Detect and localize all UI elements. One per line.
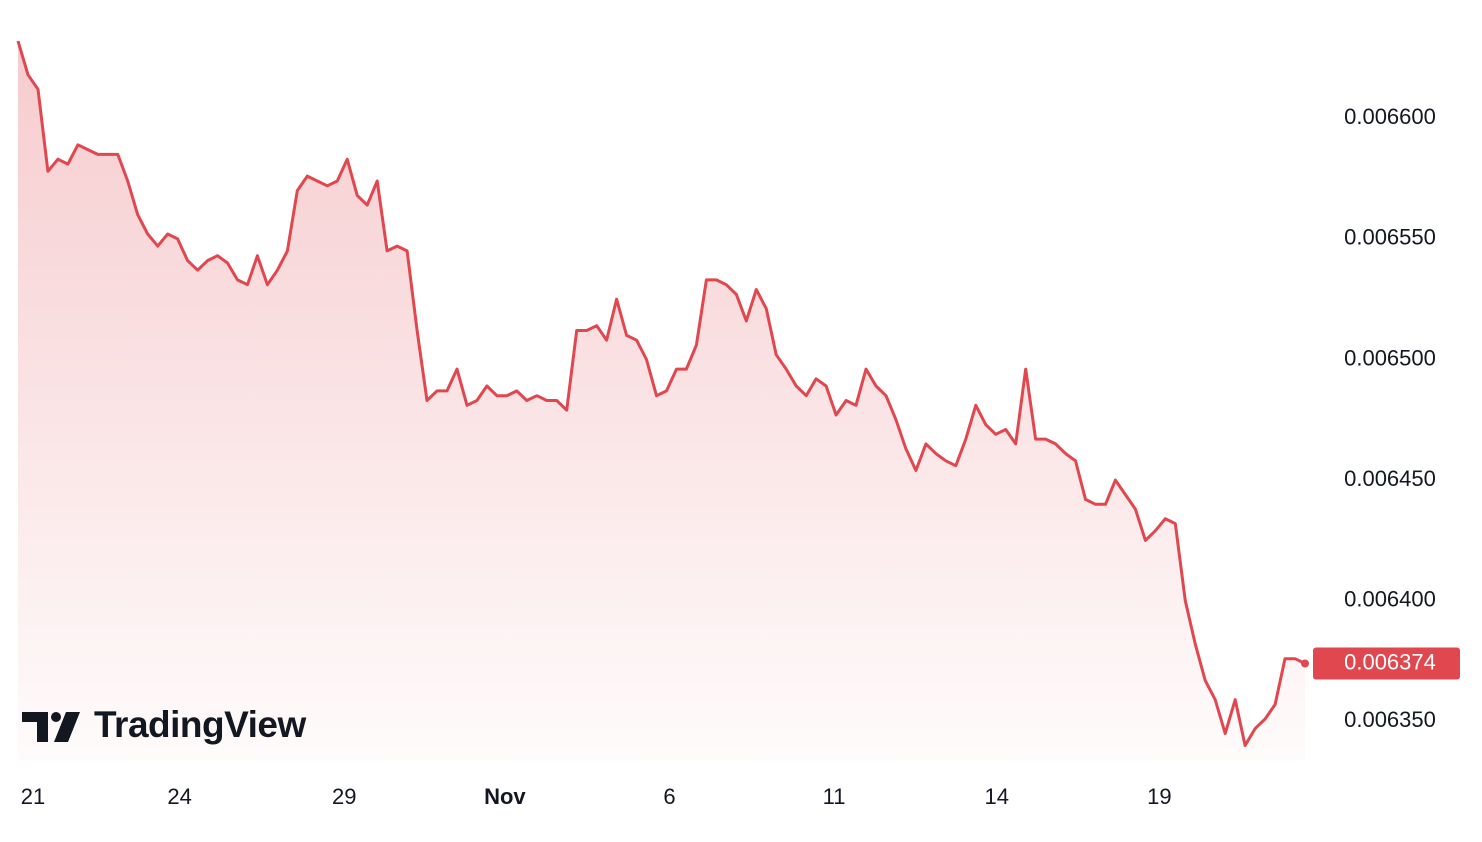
x-tick-label: 21 xyxy=(21,784,45,809)
x-tick-label: 29 xyxy=(332,784,356,809)
x-tick-label: 19 xyxy=(1147,784,1171,809)
x-tick-label: 14 xyxy=(984,784,1008,809)
logo-icon xyxy=(54,712,80,742)
logo-icon xyxy=(51,712,61,722)
y-tick-label: 0.006400 xyxy=(1344,587,1436,612)
area xyxy=(18,41,1305,760)
x-tick-label: 6 xyxy=(663,784,675,809)
plot-area xyxy=(16,40,1306,760)
x-tick-label: 11 xyxy=(823,784,846,809)
x-tick-label: 24 xyxy=(167,784,191,809)
y-tick-label: 0.006500 xyxy=(1344,345,1436,370)
price-tag-label: 0.006374 xyxy=(1344,649,1436,674)
x-tick-label: Nov xyxy=(484,784,526,809)
y-tick-label: 0.006450 xyxy=(1344,466,1436,491)
y-tick-label: 0.006600 xyxy=(1344,104,1436,129)
price-tag xyxy=(1313,647,1460,680)
line xyxy=(16,40,1306,747)
logo-icon xyxy=(22,712,48,742)
last-point xyxy=(1301,659,1309,668)
logo: TradingView xyxy=(22,704,307,745)
y-tick-label: 0.006350 xyxy=(1344,707,1436,732)
y-tick-label: 0.006550 xyxy=(1344,225,1436,250)
watermark: TradingView xyxy=(94,704,306,745)
